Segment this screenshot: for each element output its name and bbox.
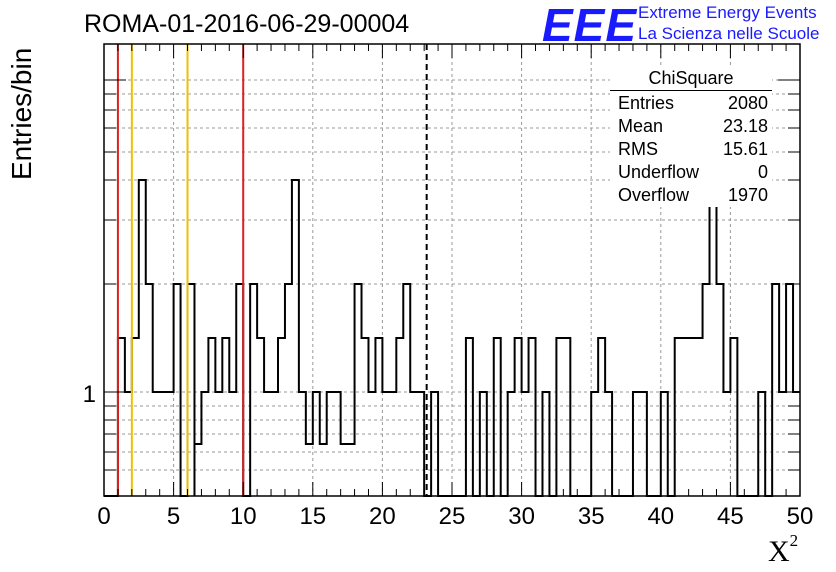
reference-lines	[116, 44, 428, 496]
axes: 0 5 10 15 20 25 30 35 40 45 50 1	[83, 43, 814, 530]
x-axis-label: X2	[768, 531, 798, 569]
x-tick-label: 0	[97, 503, 110, 530]
x-tick-label: 10	[230, 503, 257, 530]
stats-row: Underflow 0	[610, 161, 772, 184]
x-tick-label: 15	[299, 503, 326, 530]
stats-value: 23.18	[722, 116, 768, 136]
stats-row: RMS 15.61	[610, 138, 772, 161]
stats-label: Entries	[618, 93, 675, 113]
x-tick-label: 20	[369, 503, 396, 530]
x-tick-label: 35	[578, 503, 605, 530]
eee-logo: EEE	[542, 0, 638, 51]
stats-box: ChiSquare Entries 2080 Mean 23.18 RMS 15.61…	[610, 68, 772, 207]
stats-row: Mean 23.18	[610, 115, 772, 138]
stats-name: ChiSquare	[610, 68, 772, 91]
x-tick-label: 5	[167, 503, 180, 530]
x-tick-label: 40	[647, 503, 674, 530]
stats-row: Overflow 1970	[610, 184, 772, 207]
grid-lines	[104, 44, 800, 496]
x-tick-label: 25	[439, 503, 466, 530]
logo-line2: La Scienza nelle Scuole	[638, 24, 820, 43]
x-tick-label: 50	[787, 503, 814, 530]
stats-value: 2080	[727, 93, 768, 113]
y-axis-label: Entries/bin	[6, 47, 37, 180]
stats-row: Entries 2080	[610, 92, 772, 115]
logo-line1: Extreme Energy Events	[638, 3, 817, 22]
stats-label: Mean	[618, 116, 664, 136]
stats-label: Underflow	[618, 162, 700, 182]
stats-label: RMS	[618, 139, 658, 159]
stats-value: 0	[757, 162, 768, 182]
x-axis-label-sup: 2	[789, 531, 799, 550]
x-tick-label: 45	[717, 503, 744, 530]
stats-value: 1970	[727, 185, 768, 205]
x-axis-label-base: X	[768, 535, 790, 568]
stats-value: 15.61	[722, 139, 768, 159]
chart-title: ROMA-01-2016-06-29-00004	[84, 10, 410, 38]
x-tick-label: 30	[508, 503, 535, 530]
y-tick-label: 1	[83, 381, 96, 408]
stats-label: Overflow	[618, 185, 690, 205]
